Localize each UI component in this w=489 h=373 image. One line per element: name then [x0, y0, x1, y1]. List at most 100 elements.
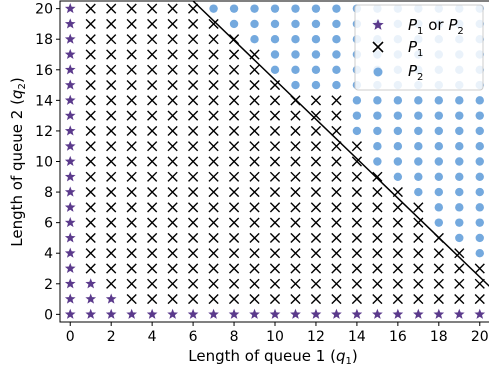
legend-item-p1-or-p2: P1 or P2	[372, 16, 464, 37]
x-point	[372, 171, 383, 182]
x-tick-label: 0	[66, 329, 75, 345]
circle-point	[455, 203, 464, 212]
x-point	[188, 18, 199, 30]
x-point	[331, 186, 342, 198]
x-point	[126, 278, 137, 289]
x-point	[228, 232, 240, 244]
x-point	[208, 202, 219, 213]
x-point	[351, 232, 362, 244]
circle-point	[475, 111, 484, 120]
x-point	[310, 186, 322, 198]
circle-point	[209, 4, 218, 13]
x-point	[106, 110, 117, 121]
x-point	[188, 293, 199, 305]
star-point	[331, 308, 342, 319]
x-point	[413, 202, 424, 213]
x-point	[290, 263, 301, 274]
x-point	[249, 110, 260, 121]
circle-point	[434, 96, 444, 105]
x-point	[85, 217, 96, 228]
x-point	[310, 232, 322, 244]
x-point	[331, 232, 342, 244]
x-point	[208, 49, 219, 60]
x-point	[433, 263, 444, 274]
y-tick-label: 0	[44, 307, 53, 323]
x-point	[106, 263, 117, 274]
x-point	[372, 248, 383, 259]
x-point	[290, 217, 301, 228]
circle-point	[475, 142, 484, 151]
circle-point	[373, 96, 382, 105]
x-point	[147, 95, 158, 106]
x-point	[310, 263, 322, 274]
x-point	[147, 232, 158, 244]
x-point	[392, 232, 403, 244]
x-point	[413, 293, 424, 305]
circle-point	[393, 111, 403, 120]
circle-point	[373, 126, 382, 136]
x-tick-label: 10	[266, 329, 284, 345]
circle-point	[434, 187, 444, 197]
x-point	[188, 248, 199, 259]
x-point	[126, 110, 137, 121]
x-point	[85, 248, 96, 259]
x-point	[351, 263, 362, 274]
x-point	[454, 263, 465, 274]
circle-point	[475, 203, 484, 212]
star-point	[64, 155, 76, 167]
star-icon	[372, 19, 384, 30]
x-point	[188, 125, 199, 137]
x-point	[290, 125, 301, 137]
x-point	[228, 34, 240, 45]
circle-point	[414, 111, 423, 120]
x-point	[147, 49, 158, 60]
circle-point	[475, 96, 484, 105]
x-point	[228, 248, 240, 259]
x-point	[208, 293, 219, 305]
x-point	[126, 232, 137, 244]
circle-point	[373, 142, 382, 151]
x-point	[147, 18, 158, 30]
circle-point	[270, 4, 280, 13]
legend: P1 or P2 P1 P2	[354, 4, 484, 91]
x-point	[126, 186, 137, 198]
star-point	[64, 18, 76, 29]
x-marker-icon	[372, 41, 384, 53]
star-point	[64, 3, 76, 14]
x-point	[208, 95, 219, 106]
x-point	[269, 293, 281, 305]
star-point	[126, 308, 137, 319]
x-point	[147, 110, 158, 121]
circle-point	[455, 172, 464, 181]
circle-point	[455, 126, 464, 136]
circle-marker-icon	[373, 67, 383, 77]
x-point	[188, 156, 199, 167]
circle-point	[332, 4, 341, 13]
circle-point	[229, 19, 239, 29]
circle-point	[434, 218, 444, 227]
circle-point	[229, 4, 239, 13]
x-point	[310, 217, 322, 228]
x-point	[474, 293, 485, 305]
x-point	[126, 263, 137, 274]
x-point	[188, 202, 199, 213]
x-point	[331, 263, 342, 274]
decision-boundary-line	[192, 0, 489, 287]
x-point	[167, 171, 178, 182]
x-tick-label: 20	[471, 329, 489, 345]
star-point	[64, 308, 76, 319]
x-tick-label: 18	[430, 329, 448, 345]
x-point	[249, 95, 260, 106]
x-point	[106, 64, 117, 75]
circle-point	[455, 142, 464, 151]
x-point	[331, 278, 342, 289]
x-point	[85, 64, 96, 75]
star-point	[64, 110, 76, 121]
x-point	[85, 171, 96, 182]
x-point	[208, 217, 219, 228]
x-point	[106, 217, 117, 228]
x-point	[331, 293, 342, 305]
x-point	[392, 278, 403, 289]
circle-point	[270, 65, 280, 74]
